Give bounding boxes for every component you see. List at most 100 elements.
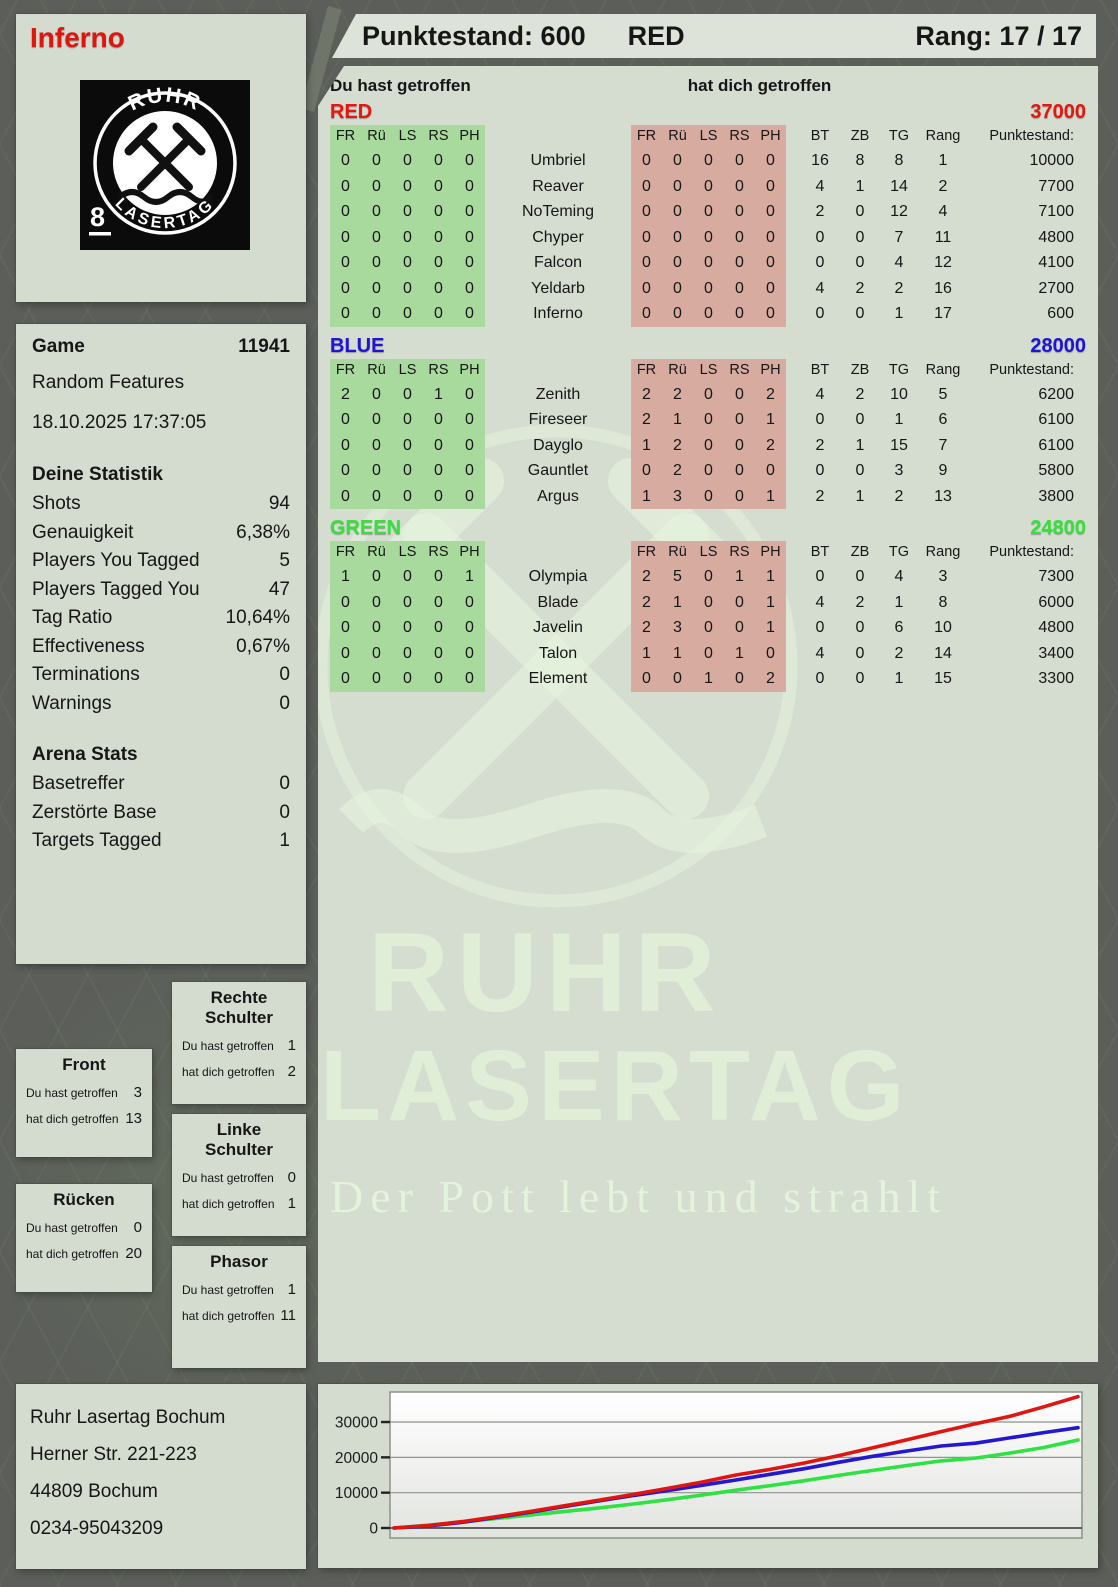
stat-col-header: ZB (850, 544, 870, 560)
hit-col-header: LS (392, 541, 423, 564)
stat-cell: 1 (894, 305, 904, 322)
you-hit-cell: 0 (361, 458, 392, 484)
player-name-cell: Javelin (533, 619, 583, 636)
you-hit-cell: 0 (423, 666, 454, 692)
them-hit-cell: 0 (755, 275, 786, 301)
them-hit-cell: 0 (693, 148, 724, 174)
you-hit-cell: 0 (454, 407, 485, 433)
stat-cell: 7 (894, 228, 904, 246)
stat-cell: 0 (855, 670, 865, 687)
name-col-header (485, 125, 631, 148)
you-hit-cell: 0 (392, 148, 423, 174)
stat-col-header: BT (810, 361, 830, 378)
stat-row: Effectiveness 0,67% (32, 633, 290, 662)
you-hit-cell: 0 (423, 458, 454, 484)
punktestand-cell: 4800 (1038, 619, 1074, 636)
you-value: 1 (287, 1037, 296, 1054)
hit-col-header: LS (693, 541, 724, 564)
them-hit-cell: 0 (693, 615, 724, 641)
stat-cell: 8 (894, 152, 904, 169)
you-hit-cell: 0 (423, 589, 454, 615)
stat-cell: 2 (855, 279, 865, 297)
them-hit-cell: 5 (662, 564, 693, 590)
you-label: Du hast getroffen (182, 1171, 274, 1185)
stat-col-header: ZB (850, 128, 870, 144)
stat-value: 1 (279, 830, 290, 851)
you-hit-cell: 0 (361, 250, 392, 276)
hit-col-header: PH (454, 125, 485, 148)
spacer (786, 199, 800, 225)
watermark-line1: RUHR (368, 910, 724, 1035)
them-value: 2 (287, 1063, 296, 1080)
stat-cell: 12 (934, 254, 952, 271)
player-name-cell: Dayglo (533, 436, 583, 454)
spacer (786, 407, 800, 433)
you-hit-cell: 0 (392, 432, 423, 458)
them-hit-cell: 1 (631, 483, 662, 509)
you-hit-cell: 0 (423, 640, 454, 666)
them-hit-cell: 3 (662, 483, 693, 509)
player-name-cell: Fireseer (528, 411, 588, 428)
contact-city: 44809 Bochum (30, 1481, 158, 1502)
hit-col-header: PH (454, 541, 485, 564)
stat-cell: 2 (894, 279, 904, 297)
badge-underline (89, 232, 111, 236)
stat-cell: 2 (938, 177, 948, 195)
stat-cell: 2 (815, 487, 825, 505)
stat-cell: 0 (855, 619, 865, 636)
you-hit-cell: 0 (361, 432, 392, 458)
punktestand-cell: 6000 (1038, 593, 1074, 611)
you-hit-cell: 0 (423, 224, 454, 250)
you-hit-cell: 0 (454, 250, 485, 276)
watermark-tagline: Der Pott lebt und strahlt (330, 1171, 948, 1222)
hit-col-header: FR (631, 125, 662, 148)
scoreboard-panel: RUHR LASERTAG Der Pott lebt und strahlt … (318, 66, 1098, 1362)
stat-cell: 10 (890, 385, 908, 403)
name-col-header (485, 359, 631, 382)
spacer (786, 484, 800, 510)
them-hit-cell: 2 (631, 381, 662, 407)
player-name-cell: Argus (537, 487, 579, 505)
stat-col-header: BT (810, 128, 830, 144)
them-hit-cell: 1 (755, 483, 786, 509)
spacer (786, 276, 800, 302)
them-hit-cell: 0 (755, 458, 786, 484)
hit-col-header: RS (423, 541, 454, 564)
them-hit-cell: 0 (755, 640, 786, 666)
hit-col-header: RS (423, 125, 454, 148)
spacer (786, 458, 800, 484)
bodypart-box-front: Front Du hast getroffen 3 hat dich getrof… (16, 1049, 152, 1157)
stat-label: Genauigkeit (32, 521, 134, 543)
player-name-cell: NoTeming (521, 203, 595, 220)
them-hit-cell: 0 (662, 275, 693, 301)
them-hit-cell: 0 (755, 148, 786, 174)
them-hit-cell: 0 (724, 407, 755, 433)
hit-col-header: RS (724, 541, 755, 564)
player-name: Inferno (30, 22, 125, 53)
them-hit-cell: 0 (693, 564, 724, 590)
you-hit-cell: 0 (423, 615, 454, 641)
stat-label: Players Tagged You (32, 578, 200, 600)
player-panel: Inferno RUHR (16, 14, 306, 302)
them-hit-cell: 1 (662, 589, 693, 615)
stat-col-header: Rang (925, 361, 961, 378)
them-hit-cell: 1 (662, 407, 693, 433)
you-hit-cell: 0 (330, 483, 361, 509)
them-hit-cell: 0 (755, 173, 786, 199)
you-hit-cell: 0 (454, 173, 485, 199)
them-hit-cell: 0 (724, 483, 755, 509)
them-hit-cell: 1 (724, 640, 755, 666)
you-hit-cell: 0 (330, 173, 361, 199)
hit-col-header: LS (693, 125, 724, 148)
stat-col-header: Rang (925, 544, 961, 560)
player-name-cell: Blade (537, 593, 579, 611)
them-value: 11 (280, 1307, 296, 1324)
you-hit-cell: 0 (423, 199, 454, 225)
them-hit-cell: 0 (662, 199, 693, 225)
stat-col-header: Punktestand: (989, 361, 1074, 378)
punktestand-cell: 6200 (1038, 385, 1074, 403)
stat-cell: 0 (855, 254, 865, 271)
them-hit-cell: 0 (724, 458, 755, 484)
them-label: hat dich getroffen (182, 1309, 275, 1323)
them-hit-cell: 0 (724, 148, 755, 174)
